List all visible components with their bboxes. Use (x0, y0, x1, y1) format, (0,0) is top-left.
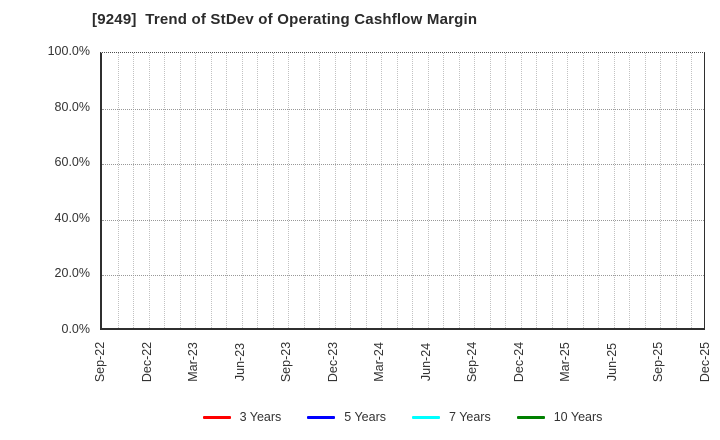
vertical-gridline (412, 53, 414, 328)
x-tick-label: Mar-24 (372, 342, 387, 382)
legend-item-10-years: 10 Years (516, 410, 603, 424)
y-tick-label: 0.0% (61, 322, 91, 336)
y-tick-label: 40.0% (54, 210, 90, 225)
vertical-gridline (474, 53, 476, 328)
x-tick-label: Dec-22 (139, 341, 154, 383)
vertical-gridline (536, 53, 538, 328)
vertical-gridline (148, 53, 150, 328)
vertical-gridline (272, 53, 274, 328)
vertical-gridline (598, 53, 600, 328)
vertical-gridline (117, 53, 119, 328)
x-tick-label: Sep-24 (465, 341, 480, 383)
y-tick-label: 60.0% (54, 155, 90, 170)
legend-label: 3 Years (239, 410, 282, 424)
legend-item-3-years: 3 Years (202, 410, 282, 424)
vertical-gridline (334, 53, 336, 328)
vertical-gridline (520, 53, 522, 328)
vertical-gridline (396, 53, 398, 328)
vertical-gridline (164, 53, 166, 328)
legend-line-swatch (516, 415, 545, 419)
x-tick-label: Mar-25 (558, 342, 573, 382)
vertical-gridline (567, 53, 569, 328)
legend-line-swatch (202, 415, 231, 419)
y-tick-label: 80.0% (54, 99, 90, 114)
horizontal-gridline (102, 164, 704, 166)
vertical-gridline (365, 53, 367, 328)
y-tick-label: 100.0% (47, 44, 90, 58)
vertical-gridline (257, 53, 259, 328)
legend-line-swatch (307, 415, 336, 419)
legend-label: 5 Years (344, 410, 387, 424)
horizontal-gridline (102, 275, 704, 277)
legend-label: 10 Years (553, 410, 603, 424)
x-tick-label: Dec-23 (325, 341, 340, 383)
vertical-gridline (303, 53, 305, 328)
x-tick-label: Sep-25 (651, 341, 666, 383)
plot-area (100, 52, 705, 330)
vertical-gridline (443, 53, 445, 328)
vertical-gridline (660, 53, 662, 328)
vertical-gridline (489, 53, 491, 328)
vertical-gridline (381, 53, 383, 328)
legend: 3 Years 5 Years 7 Years 10 Years (100, 403, 705, 431)
x-tick-label: Jun-24 (418, 342, 433, 382)
vertical-gridline (427, 53, 429, 328)
vertical-gridline (241, 53, 243, 328)
vertical-gridline (644, 53, 646, 328)
vertical-gridline (505, 53, 507, 328)
horizontal-gridline (102, 219, 704, 221)
vertical-gridline (179, 53, 181, 328)
horizontal-gridline (102, 108, 704, 110)
vertical-gridline (613, 53, 615, 328)
x-tick-label: Sep-23 (279, 341, 294, 383)
vertical-gridline (226, 53, 228, 328)
legend-item-5-years: 5 Years (307, 410, 386, 424)
legend-item-7-years: 7 Years (412, 410, 491, 424)
x-tick-label: Dec-24 (511, 341, 526, 383)
chart-title: [9249] Trend of StDev of Operating Cashf… (92, 11, 478, 28)
vertical-gridline (458, 53, 460, 328)
vertical-gridline (350, 53, 352, 328)
vertical-gridline (629, 53, 631, 328)
vertical-gridline (675, 53, 677, 328)
vertical-gridline (133, 53, 135, 328)
vertical-gridline (582, 53, 584, 328)
legend-label: 7 Years (449, 410, 491, 424)
y-tick-label: 20.0% (54, 266, 90, 281)
vertical-gridline (195, 53, 197, 328)
vertical-gridline (319, 53, 321, 328)
x-tick-label: Mar-23 (186, 342, 201, 382)
legend-line-swatch (412, 415, 441, 419)
x-tick-label: Sep-22 (93, 341, 107, 383)
vertical-gridline (691, 53, 693, 328)
vertical-gridline (551, 53, 553, 328)
vertical-gridline (288, 53, 290, 328)
x-tick-label: Jun-23 (232, 342, 247, 382)
x-tick-label: Jun-25 (604, 342, 619, 382)
x-tick-label: Dec-25 (698, 341, 712, 383)
vertical-gridline (210, 53, 212, 328)
